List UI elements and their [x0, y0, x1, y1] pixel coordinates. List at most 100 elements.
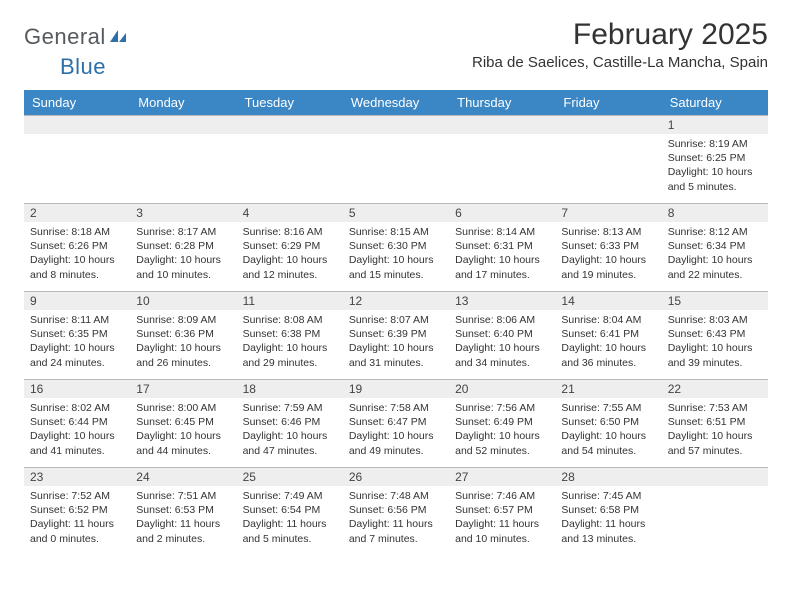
- calendar-cell: 8Sunrise: 8:12 AMSunset: 6:34 PMDaylight…: [662, 204, 768, 292]
- calendar-cell: 24Sunrise: 7:51 AMSunset: 6:53 PMDayligh…: [130, 468, 236, 556]
- day-number: 14: [555, 292, 661, 310]
- day-number: 24: [130, 468, 236, 486]
- day-number: 18: [237, 380, 343, 398]
- day-number: 22: [662, 380, 768, 398]
- day-number: 5: [343, 204, 449, 222]
- day-info: Sunrise: 8:06 AMSunset: 6:40 PMDaylight:…: [449, 310, 555, 373]
- calendar-cell: 6Sunrise: 8:14 AMSunset: 6:31 PMDaylight…: [449, 204, 555, 292]
- day-number: 25: [237, 468, 343, 486]
- day-info: Sunrise: 8:12 AMSunset: 6:34 PMDaylight:…: [662, 222, 768, 285]
- day-info: Sunrise: 8:07 AMSunset: 6:39 PMDaylight:…: [343, 310, 449, 373]
- logo-word-1: General: [24, 24, 106, 49]
- day-info: Sunrise: 8:03 AMSunset: 6:43 PMDaylight:…: [662, 310, 768, 373]
- day-number: 21: [555, 380, 661, 398]
- calendar-cell: 25Sunrise: 7:49 AMSunset: 6:54 PMDayligh…: [237, 468, 343, 556]
- day-info: Sunrise: 8:14 AMSunset: 6:31 PMDaylight:…: [449, 222, 555, 285]
- day-number: 4: [237, 204, 343, 222]
- day-number: 10: [130, 292, 236, 310]
- day-number: 11: [237, 292, 343, 310]
- day-info: Sunrise: 8:00 AMSunset: 6:45 PMDaylight:…: [130, 398, 236, 461]
- calendar-cell: 28Sunrise: 7:45 AMSunset: 6:58 PMDayligh…: [555, 468, 661, 556]
- calendar-cell: 19Sunrise: 7:58 AMSunset: 6:47 PMDayligh…: [343, 380, 449, 468]
- day-info: Sunrise: 8:13 AMSunset: 6:33 PMDaylight:…: [555, 222, 661, 285]
- day-info: Sunrise: 8:09 AMSunset: 6:36 PMDaylight:…: [130, 310, 236, 373]
- day-number: 19: [343, 380, 449, 398]
- day-number: 23: [24, 468, 130, 486]
- day-number: 26: [343, 468, 449, 486]
- day-info: Sunrise: 7:46 AMSunset: 6:57 PMDaylight:…: [449, 486, 555, 549]
- day-number: 12: [343, 292, 449, 310]
- calendar-cell: 3Sunrise: 8:17 AMSunset: 6:28 PMDaylight…: [130, 204, 236, 292]
- day-number: [237, 116, 343, 134]
- calendar-cell: 22Sunrise: 7:53 AMSunset: 6:51 PMDayligh…: [662, 380, 768, 468]
- calendar-head: SundayMondayTuesdayWednesdayThursdayFrid…: [24, 90, 768, 116]
- calendar-cell: [343, 116, 449, 204]
- day-number: 28: [555, 468, 661, 486]
- calendar-cell: 27Sunrise: 7:46 AMSunset: 6:57 PMDayligh…: [449, 468, 555, 556]
- calendar-cell: 20Sunrise: 7:56 AMSunset: 6:49 PMDayligh…: [449, 380, 555, 468]
- calendar-body: 1Sunrise: 8:19 AMSunset: 6:25 PMDaylight…: [24, 116, 768, 556]
- day-info: Sunrise: 7:58 AMSunset: 6:47 PMDaylight:…: [343, 398, 449, 461]
- calendar-cell: [555, 116, 661, 204]
- day-number: [24, 116, 130, 134]
- calendar-cell: 21Sunrise: 7:55 AMSunset: 6:50 PMDayligh…: [555, 380, 661, 468]
- calendar-cell: 4Sunrise: 8:16 AMSunset: 6:29 PMDaylight…: [237, 204, 343, 292]
- calendar-cell: 16Sunrise: 8:02 AMSunset: 6:44 PMDayligh…: [24, 380, 130, 468]
- calendar-cell: [24, 116, 130, 204]
- calendar-cell: 9Sunrise: 8:11 AMSunset: 6:35 PMDaylight…: [24, 292, 130, 380]
- day-number: 6: [449, 204, 555, 222]
- calendar-cell: 5Sunrise: 8:15 AMSunset: 6:30 PMDaylight…: [343, 204, 449, 292]
- day-number: 16: [24, 380, 130, 398]
- calendar-cell: [449, 116, 555, 204]
- calendar-cell: 1Sunrise: 8:19 AMSunset: 6:25 PMDaylight…: [662, 116, 768, 204]
- day-number: 7: [555, 204, 661, 222]
- day-number: [662, 468, 768, 486]
- sail-icon: [108, 24, 128, 50]
- day-info: Sunrise: 7:55 AMSunset: 6:50 PMDaylight:…: [555, 398, 661, 461]
- header: General Blue February 2025 Riba de Saeli…: [24, 18, 768, 80]
- day-info: Sunrise: 8:04 AMSunset: 6:41 PMDaylight:…: [555, 310, 661, 373]
- day-number: 3: [130, 204, 236, 222]
- day-header: Friday: [555, 90, 661, 116]
- day-number: [449, 116, 555, 134]
- logo-text: General Blue: [24, 24, 128, 80]
- day-number: 2: [24, 204, 130, 222]
- title-block: February 2025 Riba de Saelices, Castille…: [472, 18, 768, 71]
- calendar-cell: 23Sunrise: 7:52 AMSunset: 6:52 PMDayligh…: [24, 468, 130, 556]
- day-info: Sunrise: 8:08 AMSunset: 6:38 PMDaylight:…: [237, 310, 343, 373]
- calendar-row: 23Sunrise: 7:52 AMSunset: 6:52 PMDayligh…: [24, 468, 768, 556]
- day-info: Sunrise: 7:49 AMSunset: 6:54 PMDaylight:…: [237, 486, 343, 549]
- day-info: Sunrise: 7:52 AMSunset: 6:52 PMDaylight:…: [24, 486, 130, 549]
- day-info: Sunrise: 8:19 AMSunset: 6:25 PMDaylight:…: [662, 134, 768, 197]
- day-number: [555, 116, 661, 134]
- calendar-cell: 14Sunrise: 8:04 AMSunset: 6:41 PMDayligh…: [555, 292, 661, 380]
- calendar-cell: 17Sunrise: 8:00 AMSunset: 6:45 PMDayligh…: [130, 380, 236, 468]
- day-info: Sunrise: 8:18 AMSunset: 6:26 PMDaylight:…: [24, 222, 130, 285]
- logo-word-2: Blue: [60, 54, 106, 80]
- day-header: Saturday: [662, 90, 768, 116]
- calendar-cell: 13Sunrise: 8:06 AMSunset: 6:40 PMDayligh…: [449, 292, 555, 380]
- day-number: [343, 116, 449, 134]
- day-number: 1: [662, 116, 768, 134]
- day-number: [130, 116, 236, 134]
- day-header: Tuesday: [237, 90, 343, 116]
- day-info: Sunrise: 7:59 AMSunset: 6:46 PMDaylight:…: [237, 398, 343, 461]
- day-info: Sunrise: 7:51 AMSunset: 6:53 PMDaylight:…: [130, 486, 236, 549]
- calendar-cell: 10Sunrise: 8:09 AMSunset: 6:36 PMDayligh…: [130, 292, 236, 380]
- logo: General Blue: [24, 24, 128, 80]
- calendar-cell: 15Sunrise: 8:03 AMSunset: 6:43 PMDayligh…: [662, 292, 768, 380]
- day-info: Sunrise: 8:17 AMSunset: 6:28 PMDaylight:…: [130, 222, 236, 285]
- day-header: Thursday: [449, 90, 555, 116]
- day-info: Sunrise: 7:53 AMSunset: 6:51 PMDaylight:…: [662, 398, 768, 461]
- day-header: Wednesday: [343, 90, 449, 116]
- day-number: 13: [449, 292, 555, 310]
- calendar-cell: 2Sunrise: 8:18 AMSunset: 6:26 PMDaylight…: [24, 204, 130, 292]
- day-header: Sunday: [24, 90, 130, 116]
- day-number: 15: [662, 292, 768, 310]
- day-number: 17: [130, 380, 236, 398]
- day-number: 20: [449, 380, 555, 398]
- month-title: February 2025: [472, 18, 768, 52]
- calendar-cell: 11Sunrise: 8:08 AMSunset: 6:38 PMDayligh…: [237, 292, 343, 380]
- day-info: Sunrise: 8:02 AMSunset: 6:44 PMDaylight:…: [24, 398, 130, 461]
- calendar-row: 1Sunrise: 8:19 AMSunset: 6:25 PMDaylight…: [24, 116, 768, 204]
